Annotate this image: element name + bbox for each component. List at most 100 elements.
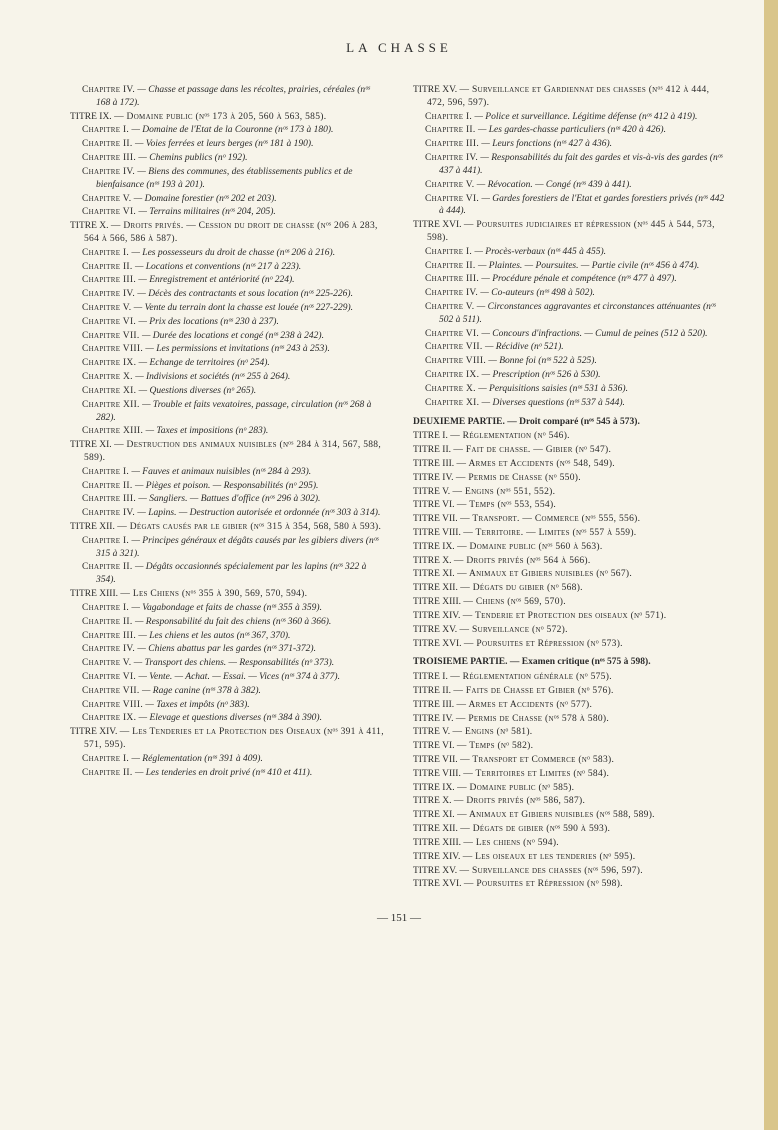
titre-entry: TITRE II. — Faits de Chasse et Gibier (n… — [413, 685, 728, 698]
document-page: LA CHASSE Chapitre IV. — Chasse et passa… — [0, 0, 778, 1130]
titre-entry: TITRE IV. — Permis de Chasse (nᵒ 550). — [413, 472, 728, 485]
chapter-entry: Chapitre II. — Responsabilité du fait de… — [70, 616, 385, 629]
chapter-entry: Chapitre VIII. — Bonne foi (nᵒˢ 522 à 52… — [413, 355, 728, 368]
titre-entry: TITRE III. — Armes et Accidents (nᵒˢ 548… — [413, 458, 728, 471]
titre-entry: TITRE XII. — Dégats causés par le gibier… — [70, 521, 385, 534]
chapter-entry: Chapitre IX. — Echange de territoires (n… — [70, 357, 385, 370]
titre-entry: TITRE IX. — Domaine public (nᵒˢ 173 à 20… — [70, 111, 385, 124]
titre-entry: TITRE XI. — Animaux et Gibiers nuisibles… — [413, 568, 728, 581]
chapter-entry: Chapitre I. — Les possesseurs du droit d… — [70, 247, 385, 260]
chapter-entry: Chapitre VI. — Vente. — Achat. — Essai. … — [70, 671, 385, 684]
titre-entry: TITRE V. — Engins (nᵒˢ 551, 552). — [413, 486, 728, 499]
chapter-entry: Chapitre XIII. — Taxes et impositions (n… — [70, 425, 385, 438]
chapter-entry: Chapitre III. — Les chiens et les autos … — [70, 630, 385, 643]
titre-entry: TITRE IV. — Permis de Chasse (nᵒˢ 578 à … — [413, 713, 728, 726]
chapter-entry: Chapitre II. — Locations et conventions … — [70, 261, 385, 274]
titre-entry: TITRE V. — Engins (nᵒ 581). — [413, 726, 728, 739]
chapter-entry: Chapitre VI. — Concours d'infractions. —… — [413, 328, 728, 341]
titre-entry: TITRE XV. — Surveillance et Gardiennat d… — [413, 84, 728, 110]
titre-entry: TITRE I. — Réglementation (nᵒ 546). — [413, 430, 728, 443]
chapter-entry: Chapitre IV. — Décès des contractants et… — [70, 288, 385, 301]
titre-entry: TITRE X. — Droits privés (nᵒˢ 564 à 566)… — [413, 555, 728, 568]
chapter-entry: Chapitre II. — Dégâts occasionnés spécia… — [70, 561, 385, 587]
chapter-entry: Chapitre II. — Pièges et poison. — Respo… — [70, 480, 385, 493]
chapter-entry: Chapitre III. — Sangliers. — Battues d'o… — [70, 493, 385, 506]
titre-entry: TITRE XVI. — Poursuites judiciaires et r… — [413, 219, 728, 245]
chapter-entry: Chapitre VI. — Gardes forestiers de l'Et… — [413, 193, 728, 219]
columns: Chapitre IV. — Chasse et passage dans le… — [70, 84, 728, 892]
chapter-entry: Chapitre III. — Leurs fonctions (nᵒˢ 427… — [413, 138, 728, 151]
part-heading: DEUXIEME PARTIE. — Droit comparé (nᵒˢ 54… — [413, 416, 728, 429]
titre-entry: TITRE I. — Réglementation générale (nᵒ 5… — [413, 671, 728, 684]
left-column: Chapitre IV. — Chasse et passage dans le… — [70, 84, 385, 892]
titre-entry: TITRE VI. — Temps (nᵒˢ 553, 554). — [413, 499, 728, 512]
titre-entry: TITRE XVI. — Poursuites et Répression (n… — [413, 638, 728, 651]
titre-entry: TITRE XII. — Dégats du gibier (nᵒ 568). — [413, 582, 728, 595]
chapter-entry: Chapitre III. — Procédure pénale et comp… — [413, 273, 728, 286]
chapter-entry: Chapitre VI. — Terrains militaires (nᵒˢ … — [70, 206, 385, 219]
chapter-entry: Chapitre I. — Réglementation (nᵒˢ 391 à … — [70, 753, 385, 766]
titre-entry: TITRE VIII. — Territoire. — Limites (nᵒˢ… — [413, 527, 728, 540]
chapter-entry: Chapitre IV. — Co-auteurs (nᵒˢ 498 à 502… — [413, 287, 728, 300]
chapter-entry: Chapitre II. — Les gardes-chasse particu… — [413, 124, 728, 137]
chapter-entry: Chapitre IV. — Responsabilités du fait d… — [413, 152, 728, 178]
chapter-entry: Chapitre II. — Les tenderies en droit pr… — [70, 767, 385, 780]
right-column: TITRE XV. — Surveillance et Gardiennat d… — [413, 84, 728, 892]
chapter-entry: Chapitre V. — Vente du terrain dont la c… — [70, 302, 385, 315]
titre-entry: TITRE XV. — Surveillance des chasses (nᵒ… — [413, 865, 728, 878]
titre-entry: TITRE XVI. — Poursuites et Répression (n… — [413, 878, 728, 891]
titre-entry: TITRE VI. — Temps (nᵒ 582). — [413, 740, 728, 753]
page-title: LA CHASSE — [70, 40, 728, 56]
chapter-entry: Chapitre I. — Procès-verbaux (nᵒˢ 445 à … — [413, 246, 728, 259]
titre-entry: TITRE XIV. — Les Tenderies et la Protect… — [70, 726, 385, 752]
titre-entry: TITRE VII. — Transport. — Commerce (nᵒˢ … — [413, 513, 728, 526]
chapter-entry: Chapitre IV. — Lapins. — Destruction aut… — [70, 507, 385, 520]
titre-entry: TITRE XIII. — Les Chiens (nᵒˢ 355 à 390,… — [70, 588, 385, 601]
titre-entry: TITRE XI. — Animaux et Gibiers nuisibles… — [413, 809, 728, 822]
chapter-entry: Chapitre II. — Plaintes. — Poursuites. —… — [413, 260, 728, 273]
chapter-entry: Chapitre XI. — Diverses questions (nᵒˢ 5… — [413, 397, 728, 410]
chapter-entry: Chapitre V. — Circonstances aggravantes … — [413, 301, 728, 327]
chapter-entry: Chapitre VII. — Récidive (nᵒ 521). — [413, 341, 728, 354]
chapter-entry: Chapitre X. — Indivisions et sociétés (n… — [70, 371, 385, 384]
chapter-entry: Chapitre IV. — Chiens abattus par les ga… — [70, 643, 385, 656]
chapter-entry: Chapitre VII. — Rage canine (nᵒˢ 378 à 3… — [70, 685, 385, 698]
titre-entry: TITRE XI. — Destruction des animaux nuis… — [70, 439, 385, 465]
chapter-entry: Chapitre III. — Chemins publics (nᵒ 192)… — [70, 152, 385, 165]
page-edge — [764, 0, 778, 1130]
chapter-entry: Chapitre VI. — Prix des locations (nᵒˢ 2… — [70, 316, 385, 329]
chapter-entry: Chapitre VIII. — Taxes et impôts (nᵒ 383… — [70, 699, 385, 712]
chapter-entry: Chapitre V. — Transport des chiens. — Re… — [70, 657, 385, 670]
titre-entry: TITRE IX. — Domaine public (nᵒ 585). — [413, 782, 728, 795]
titre-entry: TITRE XV. — Surveillance (nᵒ 572). — [413, 624, 728, 637]
chapter-entry: Chapitre V. — Domaine forestier (nᵒˢ 202… — [70, 193, 385, 206]
chapter-entry: Chapitre IX. — Elevage et questions dive… — [70, 712, 385, 725]
chapter-entry: Chapitre I. — Principes généraux et dégâ… — [70, 535, 385, 561]
titre-entry: TITRE XIII. — Chiens (nᵒˢ 569, 570). — [413, 596, 728, 609]
titre-entry: TITRE II. — Fait de chasse. — Gibier (nᵒ… — [413, 444, 728, 457]
chapter-entry: Chapitre XI. — Questions diverses (nᵒ 26… — [70, 385, 385, 398]
chapter-entry: Chapitre V. — Révocation. — Congé (nᵒˢ 4… — [413, 179, 728, 192]
titre-entry: TITRE IX. — Domaine public (nᵒˢ 560 à 56… — [413, 541, 728, 554]
chapter-entry: Chapitre I. — Police et surveillance. Lé… — [413, 111, 728, 124]
part-heading: TROISIEME PARTIE. — Examen critique (nᵒˢ… — [413, 656, 728, 669]
titre-entry: TITRE XIV. — Tenderie et Protection des … — [413, 610, 728, 623]
chapter-entry: Chapitre I. — Vagabondage et faits de ch… — [70, 602, 385, 615]
chapter-entry: Chapitre I. — Domaine de l'Etat de la Co… — [70, 124, 385, 137]
chapter-entry: Chapitre IX. — Prescription (nᵒˢ 526 à 5… — [413, 369, 728, 382]
chapter-entry: Chapitre II. — Voies ferrées et leurs be… — [70, 138, 385, 151]
titre-entry: TITRE X. — Droits privés (nᵒˢ 586, 587). — [413, 795, 728, 808]
chapter-entry: Chapitre X. — Perquisitions saisies (nᵒˢ… — [413, 383, 728, 396]
chapter-entry: Chapitre VIII. — Les permissions et invi… — [70, 343, 385, 356]
titre-entry: TITRE X. — Droits privés. — Cession du d… — [70, 220, 385, 246]
titre-entry: TITRE XIII. — Les chiens (nᵒ 594). — [413, 837, 728, 850]
titre-entry: TITRE XII. — Dégats de gibier (nᵒˢ 590 à… — [413, 823, 728, 836]
chapter-entry: Chapitre IV. — Chasse et passage dans le… — [70, 84, 385, 110]
titre-entry: TITRE VIII. — Territoires et Limites (nᵒ… — [413, 768, 728, 781]
page-number: — 151 — — [70, 912, 728, 924]
chapter-entry: Chapitre III. — Enregistrement et antéri… — [70, 274, 385, 287]
chapter-entry: Chapitre IV. — Biens des communes, des é… — [70, 166, 385, 192]
titre-entry: TITRE XIV. — Les oiseaux et les tenderie… — [413, 851, 728, 864]
chapter-entry: Chapitre I. — Fauves et animaux nuisible… — [70, 466, 385, 479]
chapter-entry: Chapitre VII. — Durée des locations et c… — [70, 330, 385, 343]
